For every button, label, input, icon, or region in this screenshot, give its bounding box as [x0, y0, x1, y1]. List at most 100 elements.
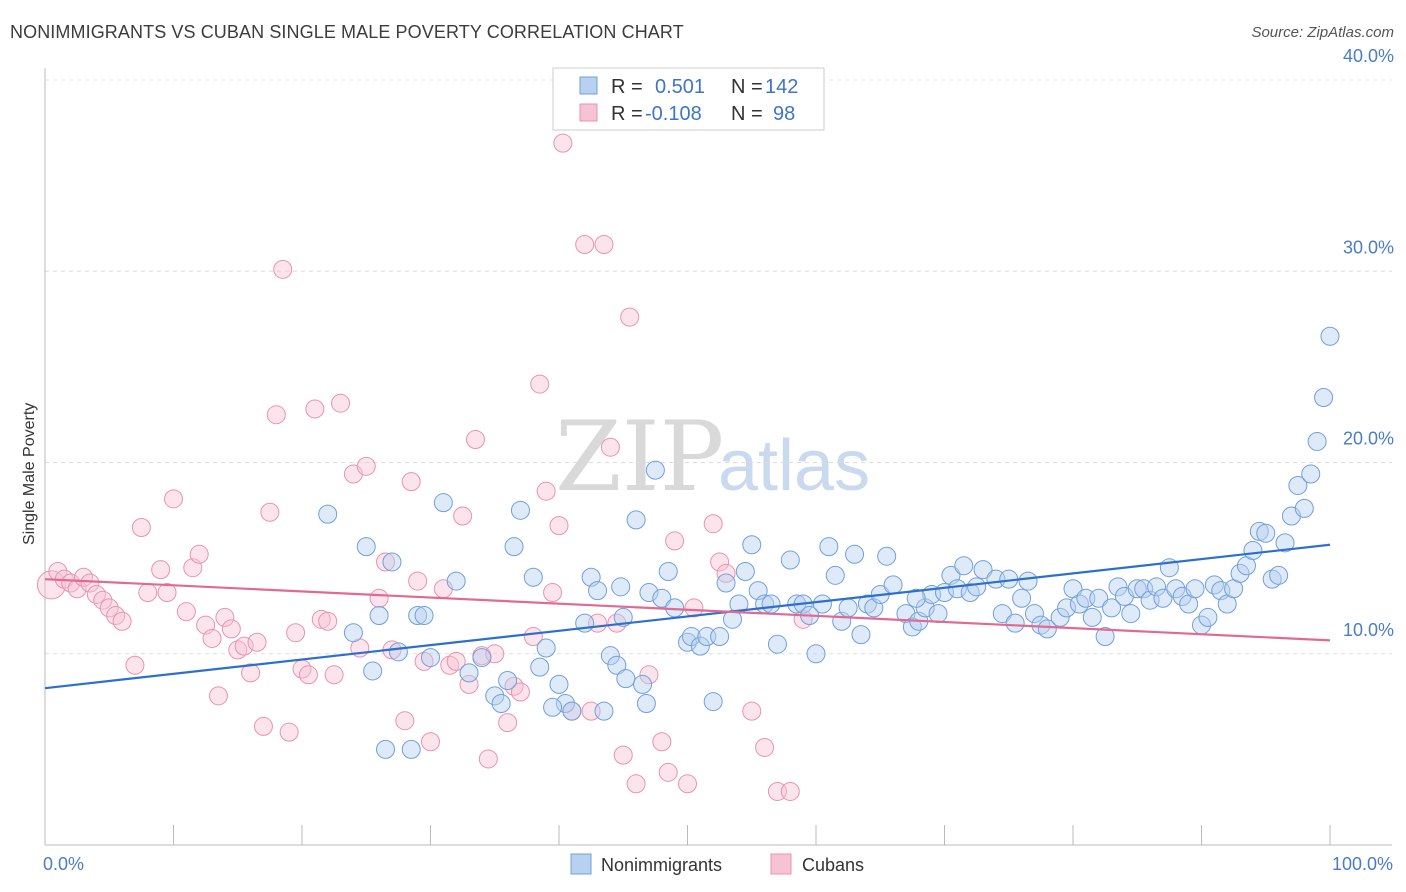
nonimmigrants-point [1249, 521, 1269, 541]
cubans-point [241, 663, 261, 683]
nonimmigrants-point [446, 571, 466, 591]
nonimmigrants-point [485, 686, 505, 706]
legend-cubans-swatch [770, 853, 792, 875]
nonimmigrants-point [1243, 540, 1263, 560]
nonimmigrants-points [318, 326, 1340, 759]
nonimmigrants-point [1153, 588, 1173, 608]
nonimmigrants-point [498, 671, 518, 691]
nonimmigrants-point [549, 674, 569, 694]
nonimmigrants-point [767, 634, 787, 654]
nonimmigrants-point [645, 460, 665, 480]
nonimmigrants-point [1320, 326, 1340, 346]
cubans-point [80, 573, 100, 593]
nonimmigrants-point [555, 693, 575, 713]
cubans-point [408, 571, 428, 591]
nonimmigrants-point [504, 537, 524, 557]
nonimmigrants-point [530, 657, 550, 677]
nonimmigrants-point [611, 577, 631, 597]
cubans-point [99, 598, 119, 618]
cubans-point [318, 611, 338, 631]
cubans-point [93, 590, 113, 610]
nonimmigrants-point [562, 701, 582, 721]
nonimmigrants-point [851, 625, 871, 645]
nonimmigrants-point [607, 655, 627, 675]
stats-blue-r-value: 0.501 [655, 76, 705, 98]
cubans-point [331, 393, 351, 413]
cubans-point [157, 583, 177, 603]
cubans-point [536, 481, 556, 501]
legend-cubans-label: Cubans [802, 855, 864, 875]
nonimmigrants-point [973, 560, 993, 580]
cubans-point [356, 456, 376, 476]
nonimmigrants-point [491, 693, 511, 713]
nonimmigrants-point [459, 663, 479, 683]
nonimmigrants-point [703, 692, 723, 712]
x-tick-label: 0.0% [43, 854, 84, 874]
cubans-point [498, 713, 518, 733]
stats-pink-n-value: 98 [773, 103, 795, 125]
nonimmigrants-point [658, 562, 678, 582]
watermark: ZIP atlas [555, 401, 870, 513]
nonimmigrants-point [318, 504, 338, 524]
cubans-trend-line [44, 578, 1331, 642]
cubans-point [478, 749, 498, 769]
nonimmigrants-point [639, 583, 659, 603]
nonimmigrants-point [1057, 598, 1077, 618]
nonimmigrants-point [1294, 498, 1314, 518]
nonimmigrants-point [536, 638, 556, 658]
nonimmigrants-point [812, 594, 832, 614]
cubans-point [273, 259, 293, 279]
nonimmigrants-point [883, 575, 903, 595]
cubans-point [613, 745, 633, 765]
nonimmigrants-point [1147, 577, 1167, 597]
cubans-point [164, 489, 183, 509]
nonimmigrants-point [819, 537, 839, 557]
watermark-zip: ZIP [555, 401, 724, 513]
nonimmigrants-point [761, 594, 781, 614]
cubans-point [151, 560, 171, 580]
source-credit: Source: ZipAtlas.com [1251, 24, 1394, 41]
nonimmigrants-point [1314, 387, 1334, 407]
cubans-point [755, 737, 775, 757]
cubans-point [298, 665, 318, 685]
stats-pink-n-label: N = [731, 103, 763, 125]
nonimmigrants-point [343, 623, 363, 643]
y-tick-label: 30.0% [1343, 237, 1394, 257]
cubans-point [376, 552, 396, 572]
nonimmigrants-point [1012, 588, 1032, 608]
nonimmigrants-point [906, 588, 926, 608]
nonimmigrants-point [690, 636, 710, 656]
cubans-point [553, 133, 573, 153]
nonimmigrants-point [1108, 577, 1128, 597]
cubans-point [215, 607, 235, 627]
axes [44, 68, 1392, 846]
nonimmigrants-point [1102, 598, 1122, 618]
cubans-point [543, 583, 563, 603]
nonimmigrants-point [710, 627, 730, 647]
nonimmigrants-point [363, 661, 383, 681]
nonimmigrants-point [1018, 571, 1038, 591]
cubans-point [465, 430, 485, 450]
nonimmigrants-point [845, 544, 865, 564]
nonimmigrants-point [421, 648, 440, 668]
y-tick-label: 40.0% [1343, 46, 1394, 66]
cubans-point [176, 602, 196, 622]
series-legend: Nonimmigrants Cubans [570, 853, 864, 875]
cubans-point [684, 598, 704, 618]
nonimmigrants-point [877, 546, 897, 566]
nonimmigrants-point [1121, 604, 1141, 624]
cubans-point [459, 674, 479, 694]
nonimmigrants-point [992, 604, 1012, 624]
legend-nonimmigrants-swatch [570, 853, 592, 875]
cubans-point [131, 518, 151, 538]
stats-pink-r-label: R = [611, 103, 643, 125]
nonimmigrants-point [636, 693, 656, 713]
nonimmigrants-point [780, 550, 800, 570]
cubans-point [703, 514, 723, 534]
cubans-point [266, 405, 286, 425]
trend-lines [44, 543, 1331, 690]
cubans-point [620, 307, 640, 327]
cubans-point [485, 644, 505, 664]
nonimmigrants-point [1301, 464, 1321, 484]
cubans-point [575, 234, 595, 254]
